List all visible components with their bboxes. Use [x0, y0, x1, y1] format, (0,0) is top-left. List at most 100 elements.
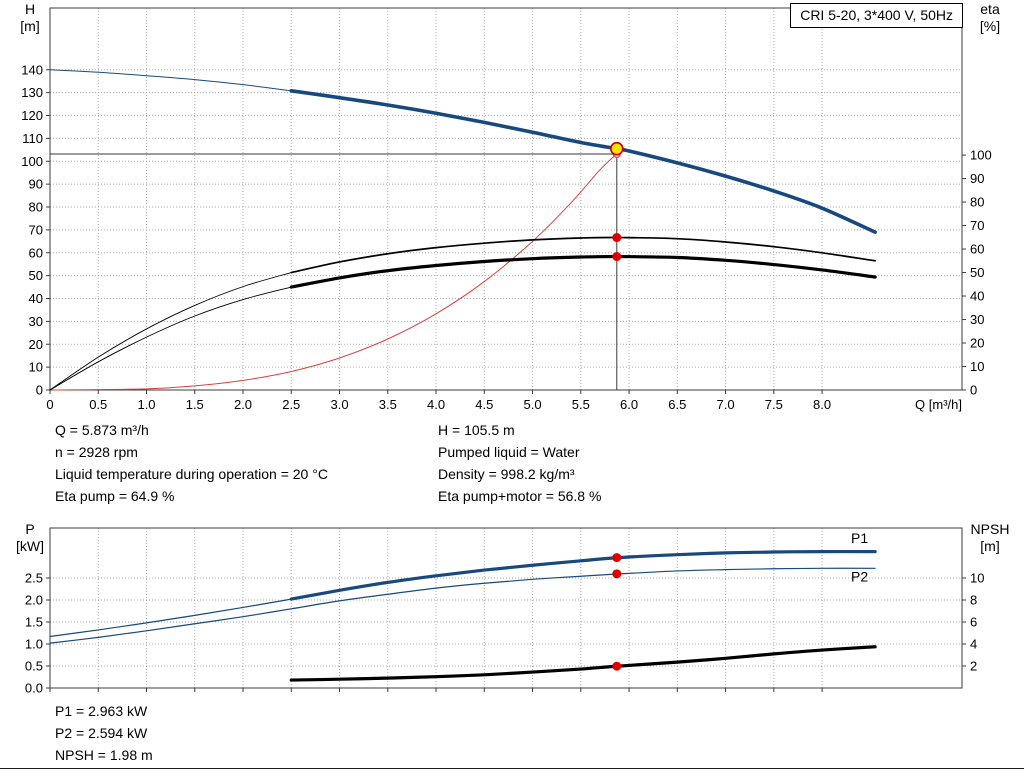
- footer-divider: [0, 768, 1024, 769]
- y-left-tick-label: 60: [29, 245, 43, 260]
- y-right-tick-label: 2: [970, 658, 977, 673]
- y-left-tick-label: 2.0: [25, 592, 43, 607]
- y-right-tick-label: 8: [970, 592, 977, 607]
- y-left-tick-label: 0.5: [25, 658, 43, 673]
- npsh-duty-dot: [612, 661, 622, 671]
- y-right-tick-label: 70: [970, 218, 984, 233]
- y-right-tick-label: 4: [970, 636, 977, 651]
- y-right-tick-label: 10: [970, 570, 984, 585]
- x-tick-label: 1.0: [137, 397, 155, 412]
- series-label-p1: P1: [851, 530, 868, 546]
- y-right-axis-title: eta: [980, 1, 1000, 17]
- plot-border: [49, 7, 963, 391]
- curve-head: [49, 69, 292, 92]
- y-left-tick-label: 20: [29, 337, 43, 352]
- readout-head: H = 105.5 m: [438, 422, 515, 438]
- x-tick-label: 7.0: [717, 397, 735, 412]
- readout-flow: Q = 5.873 m³/h: [55, 422, 149, 438]
- x-tick-label: 5.5: [572, 397, 590, 412]
- y-left-tick-label: 2.5: [25, 570, 43, 585]
- duty-readouts-left: Q = 5.873 m³/h n = 2928 rpm Liquid tempe…: [55, 419, 328, 507]
- curve-p2: [49, 567, 876, 644]
- duty-readouts-right: H = 105.5 m Pumped liquid = Water Densit…: [438, 419, 601, 507]
- readout-eta-pump-motor: Eta pump+motor = 56.8 %: [438, 488, 602, 504]
- x-tick-label: 2.0: [234, 397, 252, 412]
- power-readouts: P1 = 2.963 kW P2 = 2.594 kW NPSH = 1.98 …: [55, 700, 153, 766]
- readout-p2: P2 = 2.594 kW: [55, 725, 148, 741]
- readout-density: Density = 998.2 kg/m³: [438, 466, 575, 482]
- curve-head: [289, 89, 877, 234]
- series-label-p2: P2: [851, 569, 868, 585]
- y-left-axis-title: [m]: [20, 18, 39, 34]
- p1-duty-dot: [612, 553, 622, 563]
- curve-eta-pump: [290, 236, 876, 274]
- x-tick-label: 3.5: [379, 397, 397, 412]
- x-tick-label: 2.5: [282, 397, 300, 412]
- x-tick-label: 8.0: [813, 397, 831, 412]
- x-tick-label: 4.5: [475, 397, 493, 412]
- x-tick-label: 0: [46, 397, 53, 412]
- y-left-tick-label: 1.5: [25, 614, 43, 629]
- y-right-axis-title: [m]: [980, 538, 999, 554]
- plot-border: [49, 527, 963, 689]
- y-right-tick-label: 6: [970, 614, 977, 629]
- y-left-tick-label: 120: [21, 108, 43, 123]
- curve-npsh: [289, 645, 877, 682]
- curve-p1: [49, 598, 292, 638]
- y-right-axis-title: [%]: [980, 18, 1000, 34]
- y-right-tick-label: 40: [970, 289, 984, 304]
- y-right-axis-title: NPSH: [971, 521, 1010, 537]
- readout-npsh: NPSH = 1.98 m: [55, 747, 153, 763]
- y-right-tick-label: 100: [970, 148, 992, 163]
- readout-p1: P1 = 2.963 kW: [55, 703, 148, 719]
- y-left-tick-label: 0: [36, 383, 43, 398]
- y-left-tick-label: 10: [29, 360, 43, 375]
- duty-point-marker[interactable]: [609, 141, 624, 156]
- y-left-tick-label: 40: [29, 291, 43, 306]
- y-left-tick-label: 80: [29, 200, 43, 215]
- x-tick-label: 0.5: [89, 397, 107, 412]
- y-left-tick-label: 110: [22, 131, 43, 146]
- eta-pump-motor-duty-dot: [612, 252, 622, 262]
- y-left-axis-title: P: [25, 521, 34, 537]
- y-left-tick-label: 130: [21, 85, 43, 100]
- x-tick-label: 4.0: [427, 397, 445, 412]
- y-left-tick-label: 70: [29, 222, 43, 237]
- y-left-tick-label: 90: [29, 177, 43, 192]
- x-tick-label: 1.5: [186, 397, 204, 412]
- y-left-tick-label: 1.0: [25, 636, 43, 651]
- y-right-tick-label: 80: [970, 195, 984, 210]
- eta-pump-duty-dot: [612, 233, 622, 243]
- y-left-tick-label: 140: [21, 62, 43, 77]
- y-right-tick-label: 0: [970, 383, 977, 398]
- y-left-tick-label: 50: [29, 268, 43, 283]
- y-left-axis-title: [kW]: [16, 538, 44, 554]
- y-right-tick-label: 50: [970, 265, 984, 280]
- curve-eta-pump-motor: [289, 254, 877, 289]
- curve-eta-pump-motor: [49, 286, 292, 391]
- curve-p1: [289, 549, 877, 601]
- readout-liquid-temperature: Liquid temperature during operation = 20…: [55, 466, 328, 482]
- x-tick-label: 6.5: [668, 397, 686, 412]
- x-tick-label: 6.0: [620, 397, 638, 412]
- y-right-tick-label: 90: [970, 171, 984, 186]
- y-right-tick-label: 20: [970, 336, 984, 351]
- x-tick-label: 7.5: [765, 397, 783, 412]
- readout-speed: n = 2928 rpm: [55, 444, 138, 460]
- y-left-tick-label: 0.0: [25, 681, 43, 696]
- p2-duty-dot: [612, 569, 622, 579]
- pump-model-title: CRI 5-20, 3*400 V, 50Hz: [790, 3, 963, 28]
- y-right-tick-label: 10: [970, 359, 984, 374]
- readout-pumped-liquid: Pumped liquid = Water: [438, 444, 580, 460]
- y-left-tick-label: 100: [21, 154, 43, 169]
- y-left-axis-title: H: [25, 1, 35, 17]
- readout-eta-pump: Eta pump = 64.9 %: [55, 488, 175, 504]
- y-left-tick-label: 30: [29, 314, 43, 329]
- x-tick-label: 3.0: [330, 397, 348, 412]
- x-tick-label: 5.0: [524, 397, 542, 412]
- x-axis-title: Q [m³/h]: [915, 397, 962, 412]
- curve-system-curve: [49, 153, 618, 391]
- y-right-tick-label: 60: [970, 242, 984, 257]
